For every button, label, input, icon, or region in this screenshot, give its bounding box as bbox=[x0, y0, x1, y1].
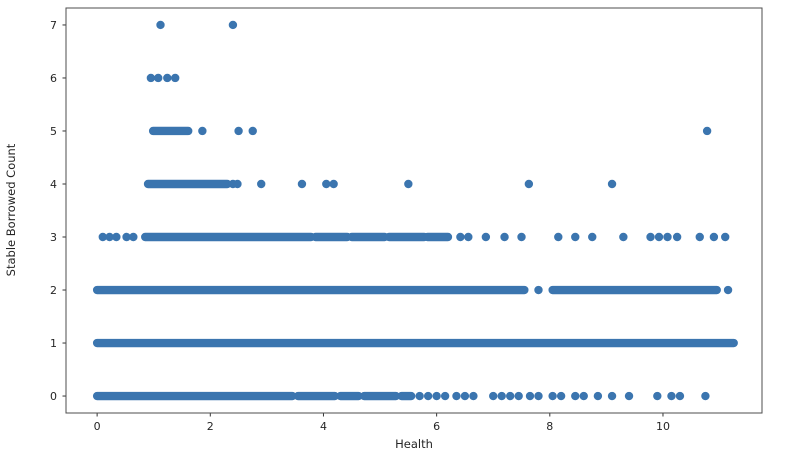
scatter-point bbox=[514, 391, 523, 401]
y-axis-label: Stable Borrowed Count bbox=[4, 143, 18, 276]
scatter-point bbox=[571, 232, 580, 242]
x-tick-label: 6 bbox=[433, 420, 440, 433]
scatter-point bbox=[556, 391, 566, 401]
scatter-point bbox=[548, 391, 557, 401]
scatter-point bbox=[593, 391, 603, 401]
scatter-point bbox=[198, 126, 207, 136]
scatter-point bbox=[248, 126, 257, 136]
scatter-point bbox=[146, 73, 156, 83]
scatter-point bbox=[322, 179, 331, 189]
scatter-point bbox=[129, 232, 138, 242]
scatter-point bbox=[154, 73, 163, 83]
x-tick-label: 2 bbox=[207, 420, 214, 433]
scatter-point bbox=[646, 232, 655, 242]
scatter-point bbox=[257, 179, 266, 189]
scatter-point bbox=[579, 391, 588, 401]
x-tick-label: 0 bbox=[94, 420, 101, 433]
scatter-point bbox=[534, 391, 543, 401]
y-tick-label: 3 bbox=[50, 231, 57, 244]
scatter-point bbox=[500, 232, 509, 242]
scatter-point bbox=[607, 391, 617, 401]
scatter-point bbox=[667, 391, 676, 401]
scatter-point bbox=[505, 391, 515, 401]
scatter-point bbox=[122, 232, 131, 242]
y-tick-label: 5 bbox=[50, 125, 57, 138]
scatter-point bbox=[709, 232, 719, 242]
scatter-point bbox=[423, 391, 433, 401]
scatter-point bbox=[163, 73, 172, 83]
scatter-point bbox=[721, 232, 730, 242]
y-tick-label: 4 bbox=[50, 178, 57, 191]
scatter-point bbox=[464, 232, 473, 242]
y-tick-label: 1 bbox=[50, 337, 57, 350]
scatter-point bbox=[98, 232, 107, 242]
scatter-point bbox=[554, 232, 563, 242]
scatter-point bbox=[534, 285, 543, 295]
scatter-point bbox=[481, 232, 491, 242]
scatter-point bbox=[497, 391, 506, 401]
scatter-point bbox=[171, 73, 180, 83]
scatter-point bbox=[297, 179, 307, 189]
scatter-point bbox=[228, 20, 238, 30]
axis-ticks-layer: 0 2 4 6 8 10 0 1 2 3 4 5 6 7 bbox=[50, 19, 670, 433]
scatter-point bbox=[112, 232, 121, 242]
scatter-point bbox=[654, 232, 664, 242]
scatter-point bbox=[489, 391, 498, 401]
scatter-point bbox=[663, 232, 672, 242]
scatter-point bbox=[233, 179, 242, 189]
x-tick-label: 4 bbox=[320, 420, 327, 433]
scatter-point bbox=[588, 232, 597, 242]
plot-border bbox=[65, 7, 763, 414]
scatter-point bbox=[701, 391, 710, 401]
scatter-point bbox=[452, 391, 461, 401]
scatter-point bbox=[624, 391, 634, 401]
scatter-point bbox=[440, 391, 450, 401]
y-tick-label: 6 bbox=[50, 72, 57, 85]
scatter-point bbox=[723, 285, 733, 295]
scatter-point bbox=[329, 179, 338, 189]
scatter-point bbox=[456, 232, 465, 242]
scatter-point bbox=[517, 232, 526, 242]
scatter-point bbox=[105, 232, 114, 242]
scatter-point bbox=[524, 179, 534, 189]
scatter-point bbox=[432, 391, 441, 401]
x-tick-label: 10 bbox=[656, 420, 670, 433]
scatter-point bbox=[156, 20, 165, 30]
scatter-point bbox=[525, 391, 535, 401]
scatter-point bbox=[675, 391, 685, 401]
scatter-point bbox=[619, 232, 628, 242]
scatter-points-layer bbox=[92, 20, 738, 401]
scatter-point bbox=[404, 179, 413, 189]
scatter-point bbox=[469, 391, 478, 401]
scatter-point bbox=[415, 391, 424, 401]
scatter-point bbox=[672, 232, 682, 242]
scatter-point bbox=[234, 126, 243, 136]
scatter-point bbox=[460, 391, 470, 401]
y-tick-label: 2 bbox=[50, 284, 57, 297]
x-axis-label: Health bbox=[395, 437, 433, 451]
plot-area bbox=[66, 8, 762, 413]
scatter-point bbox=[653, 391, 662, 401]
scatter-point bbox=[607, 179, 617, 189]
scatter-point bbox=[695, 232, 704, 242]
scatter-point bbox=[702, 126, 712, 136]
x-tick-label: 8 bbox=[546, 420, 553, 433]
y-tick-label: 0 bbox=[50, 390, 57, 403]
y-tick-label: 7 bbox=[50, 19, 57, 32]
scatter-point bbox=[571, 391, 580, 401]
